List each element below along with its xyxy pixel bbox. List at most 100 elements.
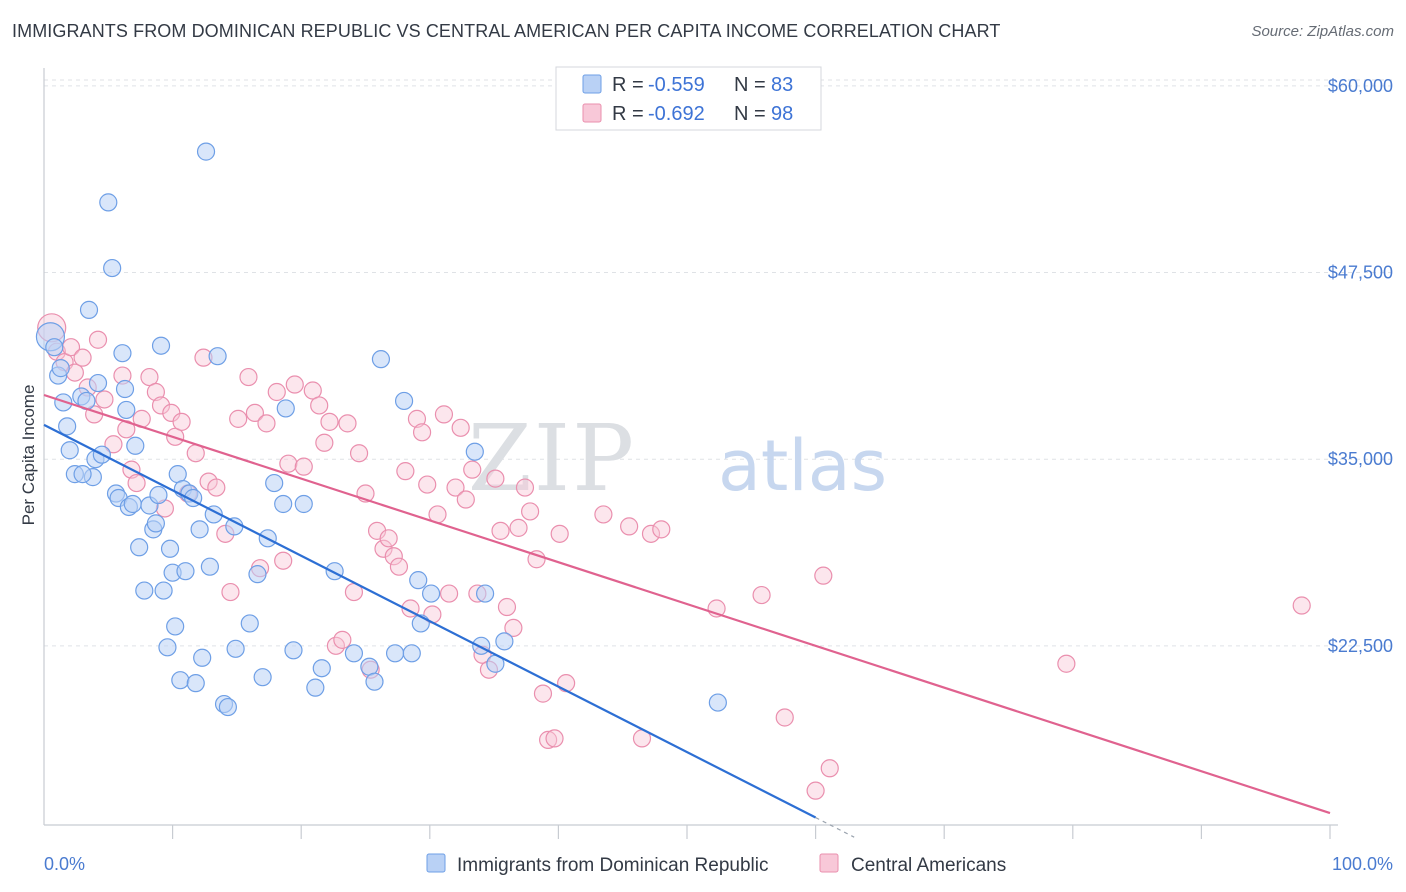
data-point-dominican (79, 300, 99, 319)
data-point-dominican (126, 436, 145, 455)
data-point-dominican (312, 659, 331, 678)
data-point-dominican (708, 693, 727, 712)
data-point-dominican (73, 465, 92, 484)
stats-legend: R = -0.559 N = 83 R = -0.692 N = 98 (555, 66, 822, 131)
data-point-dominican (176, 562, 195, 581)
trend-line-dominican (43, 423, 817, 819)
data-point-dominican (51, 359, 70, 378)
data-point-dominican (151, 336, 171, 355)
data-point-central-american (285, 375, 304, 394)
data-point-dominican (225, 517, 244, 536)
data-point-central-american (104, 435, 123, 454)
data-point-central-american (620, 517, 639, 536)
legend-swatch-blue (582, 74, 602, 94)
data-point-dominican (495, 632, 514, 651)
data-point-central-american (310, 396, 329, 415)
data-point-dominican (394, 391, 414, 411)
data-point-central-american (279, 454, 298, 473)
data-point-central-american (151, 396, 171, 415)
data-point-dominican (99, 193, 118, 212)
data-point-dominican (306, 678, 325, 697)
data-point-dominican (171, 671, 190, 690)
axes (43, 68, 1338, 826)
data-point-central-american (384, 547, 403, 566)
data-point-central-american (539, 730, 558, 749)
data-point-dominican (103, 258, 122, 278)
data-point-central-american (267, 382, 286, 402)
data-point-dominican (135, 581, 154, 600)
data-point-central-american (752, 585, 771, 605)
x-axis-ticks (172, 825, 1331, 839)
legend-r-label-2: R = (612, 103, 644, 125)
data-point-dominican (276, 399, 295, 418)
data-point-dominican (475, 584, 495, 603)
trend-lines (43, 393, 1331, 838)
data-point-central-american (229, 409, 248, 428)
data-point-central-american (162, 403, 181, 423)
legend-r-value-2: -0.692 (648, 103, 705, 125)
data-point-central-american (451, 418, 470, 437)
series-legend-label-blue: Immigrants from Dominican Republic (457, 855, 769, 876)
data-point-central-american (239, 367, 258, 387)
legend-n-value-2: 98 (771, 103, 793, 125)
data-point-dominican (294, 494, 313, 514)
data-point-dominican (248, 565, 267, 584)
data-point-central-american (379, 529, 398, 548)
data-point-dominican (88, 373, 108, 393)
data-point-dominican (421, 584, 441, 603)
data-point-central-american (463, 460, 482, 479)
data-point-dominican (371, 350, 391, 369)
data-point-dominican (146, 514, 165, 533)
data-point-central-american (73, 348, 92, 367)
data-point-central-american (775, 708, 794, 727)
data-point-central-american (456, 490, 475, 509)
data-point-dominican (344, 644, 364, 663)
legend-r-value-1: -0.559 (648, 74, 705, 96)
watermark-atlas: atlas (718, 425, 887, 507)
data-point-dominican (186, 674, 205, 693)
data-point-central-american (274, 551, 293, 570)
data-point-central-american (396, 462, 415, 481)
data-point-central-american (95, 390, 114, 409)
data-point-central-american (257, 414, 276, 433)
data-point-dominican (190, 520, 209, 539)
data-point-dominican (218, 697, 237, 717)
y-tick-label: $47,500 (1328, 263, 1393, 283)
data-point-dominican (115, 379, 135, 399)
data-point-central-american (407, 409, 427, 428)
data-point-central-american (172, 412, 191, 431)
data-point-dominican (409, 571, 428, 590)
data-point-dominican (284, 641, 303, 660)
trend-line-central-american (43, 393, 1331, 815)
data-point-dominican (149, 485, 168, 505)
legend-n-label-1: N = (734, 74, 766, 96)
legend-r-label-1: R = (612, 74, 644, 96)
data-point-central-american (641, 524, 661, 543)
data-point-dominican (208, 347, 227, 366)
data-point-central-american (652, 520, 671, 539)
data-point-central-american (545, 729, 564, 748)
data-point-central-american (439, 584, 459, 603)
data-point-central-american (497, 597, 517, 617)
y-tick-labels: $22,500 $35,000 $47,500 $60,000 (1328, 76, 1393, 656)
data-point-central-american (1057, 654, 1076, 673)
data-point-dominican (196, 142, 216, 161)
data-point-central-american (504, 618, 523, 638)
legend-n-label-2: N = (734, 103, 766, 125)
data-point-dominican (113, 344, 132, 363)
data-point-central-american (207, 478, 226, 497)
data-point-central-american (349, 444, 369, 463)
data-point-central-american (820, 759, 839, 778)
data-point-central-american (491, 521, 510, 540)
data-point-dominican (117, 400, 136, 420)
data-point-dominican (385, 644, 405, 663)
data-point-central-american (146, 382, 165, 402)
data-point-central-american (294, 457, 313, 476)
data-point-central-american (338, 414, 357, 433)
data-point-central-american (509, 518, 528, 537)
data-point-central-american (806, 781, 825, 800)
data-point-dominican (253, 668, 272, 687)
data-points (35, 142, 1311, 800)
data-point-central-american (557, 674, 576, 693)
